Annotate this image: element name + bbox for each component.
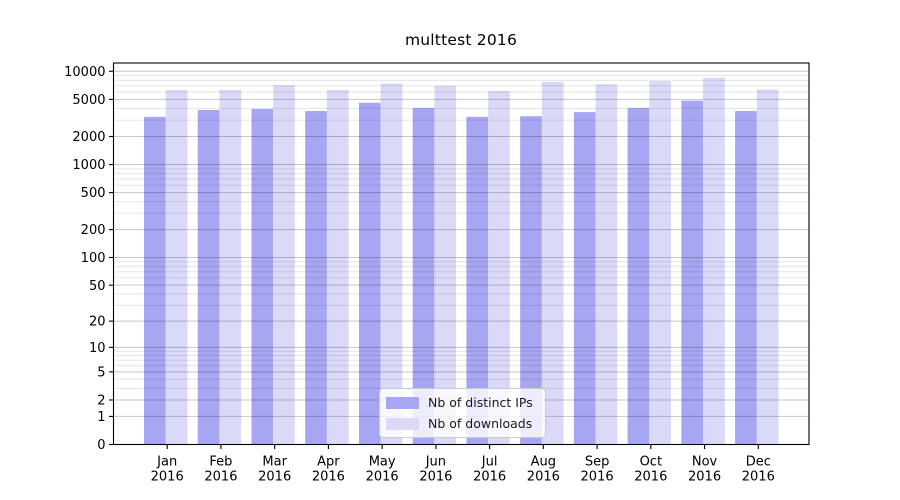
x-tick-label-month: Oct: [640, 455, 662, 470]
bar-downloads-sep: [595, 84, 618, 445]
bar-downloads-jul: [488, 90, 510, 445]
bar-downloads-nov: [703, 77, 725, 445]
legend: Nb of distinct IPs Nb of downloads: [379, 388, 546, 438]
y-tick-label: 0: [97, 438, 105, 453]
y-tick-label: 10000: [64, 65, 105, 80]
bar-downloads-jun: [434, 85, 457, 445]
bar-downloads-jan: [165, 90, 188, 445]
x-tick-label-month: Nov: [692, 455, 718, 470]
x-tick-label-month: Aug: [531, 455, 556, 470]
bar-downloads-mar: [273, 85, 295, 445]
x-tick-label-month: Apr: [317, 455, 340, 470]
x-tick-label-year: 2016: [742, 470, 775, 485]
x-tick-label-month: Jun: [425, 455, 446, 470]
y-tick-label: 20: [89, 315, 106, 330]
y-tick-label: 200: [81, 223, 106, 238]
y-tick-label: 2000: [72, 130, 105, 145]
bar-downloads-aug: [541, 81, 564, 445]
y-tick-label: 5: [97, 365, 105, 380]
bar-distinct-ips-jul: [466, 116, 489, 445]
x-tick-label-month: May: [369, 455, 396, 470]
bar-distinct-ips-sep: [573, 112, 596, 445]
bar-distinct-ips-oct: [627, 107, 650, 445]
x-tick-label-year: 2016: [634, 470, 667, 485]
plot-border: [112, 62, 810, 446]
y-tick-label: 5000: [72, 93, 105, 108]
x-tick-label-year: 2016: [688, 470, 721, 485]
bar-downloads-may: [380, 83, 403, 445]
bar-distinct-ips-aug: [520, 116, 542, 445]
legend-entry-downloads: Nb of downloads: [386, 415, 539, 432]
x-tick-label-year: 2016: [204, 470, 237, 485]
y-tick-label: 1: [97, 410, 105, 425]
legend-label-downloads: Nb of downloads: [428, 416, 533, 431]
bar-distinct-ips-mar: [251, 108, 274, 445]
x-tick-label-year: 2016: [419, 470, 452, 485]
bar-downloads-dec: [756, 89, 779, 445]
bar-downloads-feb: [219, 90, 242, 445]
x-tick-label-month: Feb: [209, 455, 232, 470]
y-tick-label: 50: [89, 279, 106, 294]
bar-distinct-ips-dec: [735, 111, 757, 445]
y-tick-label: 1000: [72, 158, 105, 173]
x-tick-label-year: 2016: [258, 470, 291, 485]
x-tick-label-year: 2016: [581, 470, 614, 485]
bar-downloads-apr: [326, 90, 349, 445]
x-tick-label-month: Sep: [585, 455, 610, 470]
y-tick-label: 100: [81, 251, 106, 266]
x-tick-label-year: 2016: [151, 470, 184, 485]
chart-title: multtest 2016: [404, 31, 518, 49]
bar-distinct-ips-jan: [144, 116, 166, 445]
x-tick-label-month: Jul: [481, 455, 498, 470]
x-tick-label-month: Mar: [262, 455, 287, 470]
x-tick-label-month: Jan: [156, 455, 177, 470]
bar-distinct-ips-may: [358, 102, 381, 445]
legend-entry-distinct-ips: Nb of distinct IPs: [386, 394, 539, 411]
y-tick-label: 10: [89, 341, 106, 356]
x-tick-label-year: 2016: [473, 470, 506, 485]
bar-distinct-ips-jun: [412, 107, 435, 445]
x-tick-label-year: 2016: [366, 470, 399, 485]
x-tick-label-year: 2016: [527, 470, 560, 485]
bar-distinct-ips-feb: [197, 109, 220, 445]
y-tick-label: 2: [97, 394, 105, 409]
legend-label-distinct-ips: Nb of distinct IPs: [428, 395, 533, 410]
bar-distinct-ips-nov: [681, 100, 704, 445]
bar-downloads-oct: [649, 81, 672, 445]
y-tick-label: 500: [81, 186, 106, 201]
x-tick-label-month: Dec: [746, 455, 771, 470]
bar-distinct-ips-apr: [305, 111, 327, 445]
x-tick-label-year: 2016: [312, 470, 345, 485]
legend-swatch-downloads: [386, 417, 419, 430]
legend-swatch-distinct-ips: [386, 396, 419, 409]
